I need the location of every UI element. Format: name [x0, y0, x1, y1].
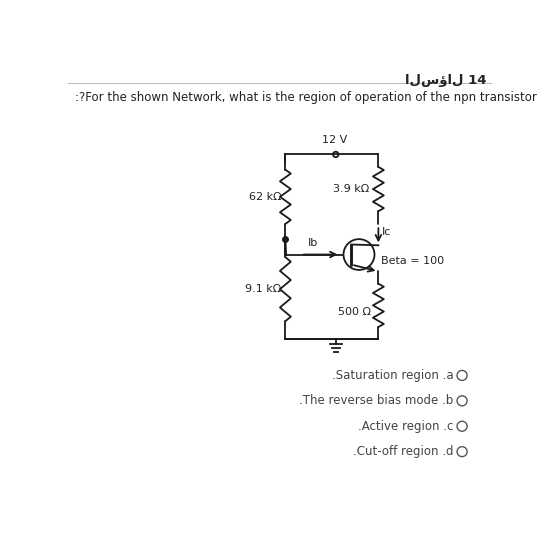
- Text: .Cut-off region .d: .Cut-off region .d: [353, 445, 453, 458]
- Text: .Saturation region .a: .Saturation region .a: [331, 369, 453, 382]
- Text: 9.1 kΩ: 9.1 kΩ: [245, 284, 282, 294]
- Text: .The reverse bias mode .b: .The reverse bias mode .b: [299, 394, 453, 407]
- Text: السؤال 14: السؤال 14: [405, 74, 487, 87]
- Text: Beta = 100: Beta = 100: [381, 256, 444, 266]
- Text: 12 V: 12 V: [322, 135, 347, 145]
- Text: 62 kΩ: 62 kΩ: [249, 192, 282, 202]
- Text: 3.9 kΩ: 3.9 kΩ: [333, 184, 369, 194]
- Text: .Active region .c: .Active region .c: [358, 420, 453, 433]
- Text: Ic: Ic: [381, 227, 391, 237]
- Text: 500 Ω: 500 Ω: [337, 306, 371, 317]
- Text: :?For the shown Network, what is the region of operation of the npn transistor: :?For the shown Network, what is the reg…: [74, 91, 537, 104]
- Text: Ib: Ib: [308, 238, 318, 248]
